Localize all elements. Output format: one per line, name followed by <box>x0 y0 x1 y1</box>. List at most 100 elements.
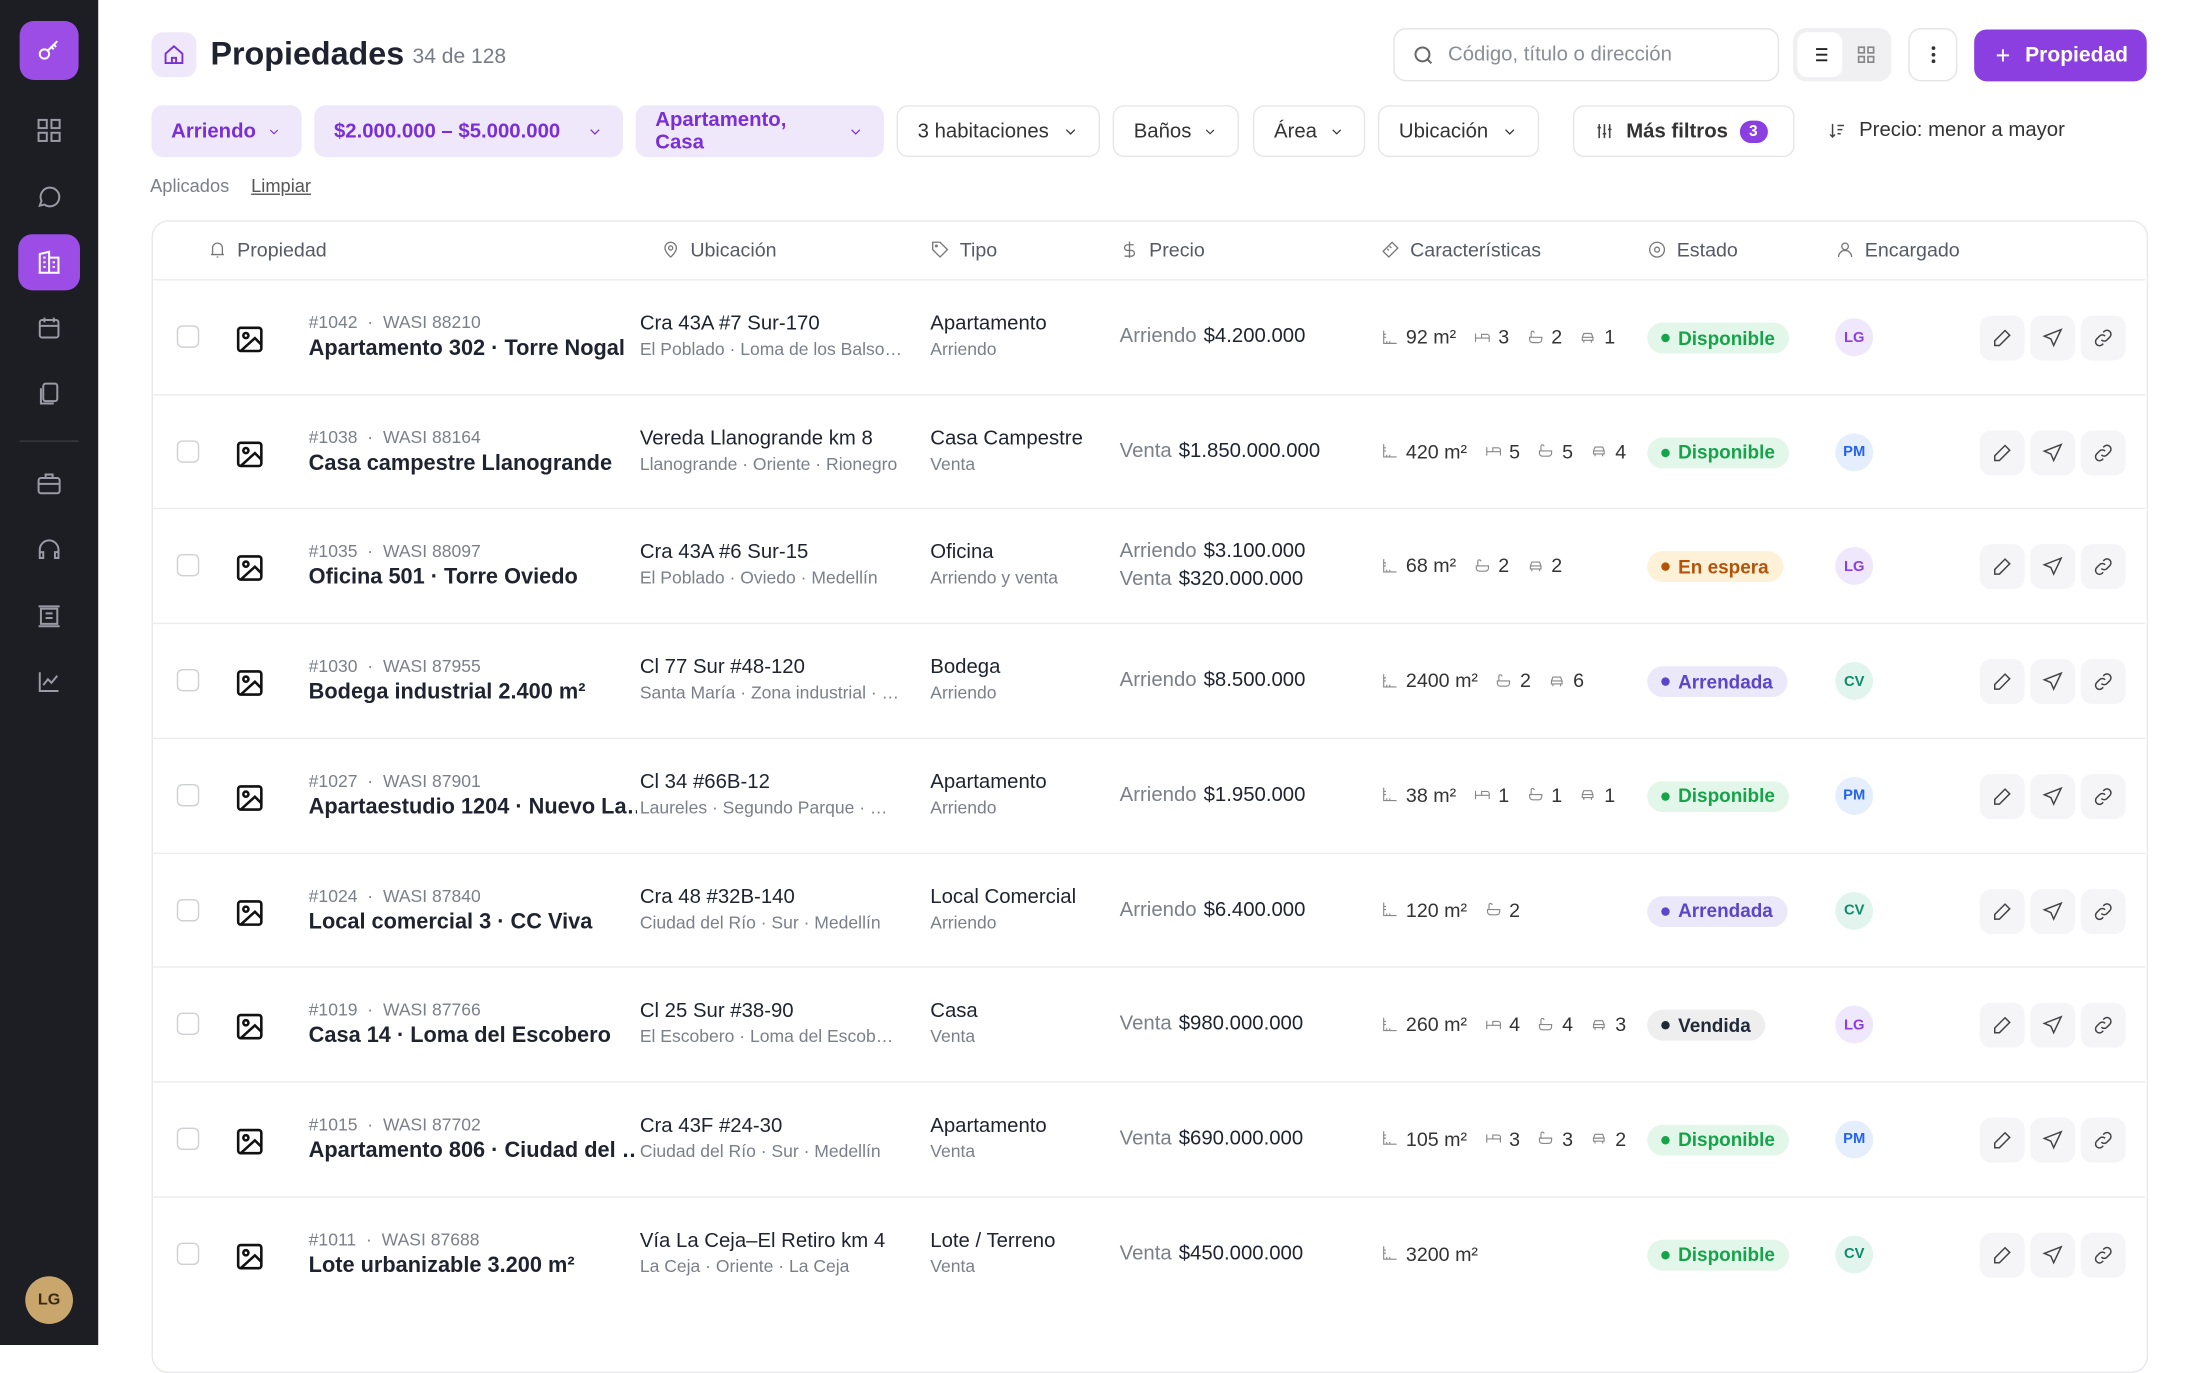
clear-filters[interactable]: Limpiar <box>251 175 311 197</box>
nav-dashboard[interactable] <box>18 102 80 158</box>
filter-chip[interactable]: Área <box>1252 105 1366 158</box>
feature-value: 260 m² <box>1405 1012 1468 1036</box>
price: Arriendo $8.500.000 <box>1120 669 1306 691</box>
row-checkbox[interactable] <box>176 898 200 921</box>
link-button[interactable] <box>2080 315 2126 361</box>
send-button[interactable] <box>2030 888 2076 934</box>
link-button[interactable] <box>2080 430 2126 476</box>
property-title: Oficina 501 · Torre Oviedo <box>308 565 578 590</box>
send-button[interactable] <box>2030 544 2076 590</box>
grid-view-button[interactable] <box>1844 32 1889 77</box>
row-checkbox[interactable] <box>176 1242 200 1265</box>
price: Arriendo $6.400.000 <box>1120 898 1306 920</box>
filter-chip[interactable]: Apartamento, Casa <box>635 105 884 158</box>
edit-button[interactable] <box>1979 888 2025 934</box>
status-badge: Disponible <box>1647 437 1789 468</box>
photo-placeholder <box>234 553 265 591</box>
row-checkbox[interactable] <box>176 325 200 348</box>
edit-button[interactable] <box>1979 544 2025 590</box>
separator: · <box>367 541 374 562</box>
separator: · <box>367 885 374 906</box>
nav-messages[interactable] <box>18 168 80 224</box>
agent-avatar[interactable]: PM <box>1835 1120 1874 1159</box>
feature-baths: 2 <box>1526 325 1562 348</box>
row-checkbox[interactable] <box>176 669 200 692</box>
baths-icon <box>1539 1132 1553 1145</box>
send-button[interactable] <box>2030 1232 2076 1278</box>
send-button[interactable] <box>2030 659 2076 705</box>
nav-calendar[interactable] <box>18 300 80 356</box>
send-button[interactable] <box>2030 430 2076 476</box>
search-box[interactable]: Código, título o dirección <box>1393 28 1780 82</box>
nav-briefcase[interactable] <box>18 456 80 512</box>
filter-chip[interactable]: Ubicación <box>1377 105 1540 158</box>
photo-placeholder <box>234 897 265 935</box>
link-button[interactable] <box>2080 888 2126 934</box>
send-button[interactable] <box>2030 315 2076 361</box>
edit-button[interactable] <box>1979 1232 2025 1278</box>
more-button[interactable] <box>1908 28 1958 82</box>
edit-button[interactable] <box>1979 773 2025 819</box>
add-property-button[interactable]: Propiedad <box>1974 29 2147 82</box>
action-icon <box>2094 444 2112 462</box>
sort-control[interactable]: Precio: menor a mayor <box>1827 119 2065 142</box>
edit-button[interactable] <box>1979 315 2025 361</box>
row-checkbox[interactable] <box>176 1127 200 1150</box>
nav-support[interactable] <box>18 522 80 578</box>
agent-avatar[interactable]: CV <box>1835 891 1874 930</box>
column-header: Encargado <box>1835 238 1960 261</box>
feature-value: 105 m² <box>1405 1127 1468 1150</box>
more-filters-button[interactable]: Más filtros 3 <box>1572 105 1795 158</box>
user-avatar[interactable]: LG <box>25 1276 73 1324</box>
agent-avatar[interactable]: PM <box>1835 432 1874 471</box>
filter-chip[interactable]: $2.000.000 – $5.000.000 <box>314 105 623 158</box>
nav-reports[interactable] <box>18 654 80 710</box>
link-button[interactable] <box>2080 659 2126 705</box>
property-type: Casa Campestre <box>930 427 1083 450</box>
link-button[interactable] <box>2080 1117 2126 1163</box>
agent-avatar[interactable]: CV <box>1835 662 1874 700</box>
agent-avatar[interactable]: CV <box>1835 1235 1874 1273</box>
agent-avatar[interactable]: LG <box>1835 318 1874 357</box>
list-view-button[interactable] <box>1797 32 1843 78</box>
row-checkbox[interactable] <box>176 439 200 463</box>
table-row: #1015 · WASI 87702 Apartamento 806 · Ciudad… <box>151 1081 2146 1197</box>
separator: · <box>367 1000 374 1020</box>
row-checkbox[interactable] <box>176 783 200 807</box>
row-checkbox[interactable] <box>176 554 200 577</box>
logo[interactable] <box>19 21 79 80</box>
features: 3200 m² <box>1381 1242 1495 1264</box>
edit-button[interactable] <box>1979 1117 2025 1163</box>
price-operation: Venta <box>1119 1127 1172 1150</box>
row-checkbox[interactable] <box>176 1012 200 1036</box>
nav-building[interactable] <box>18 588 80 644</box>
filter-chip[interactable]: Baños <box>1112 105 1239 158</box>
agent-avatar[interactable]: LG <box>1835 547 1874 586</box>
edit-button[interactable] <box>1979 1003 2025 1048</box>
link-button[interactable] <box>2080 1232 2126 1278</box>
nav-documents[interactable] <box>18 366 80 422</box>
price-amount: $320.000.000 <box>1178 568 1304 592</box>
column-icon <box>932 241 949 258</box>
property-codes: #1035 · WASI 88097 <box>309 542 481 562</box>
agent-avatar[interactable]: PM <box>1835 776 1874 815</box>
filter-chip[interactable]: 3 habitaciones <box>896 105 1101 158</box>
link-button[interactable] <box>2080 773 2126 819</box>
nav-properties[interactable] <box>18 234 80 291</box>
status-label: Arrendada <box>1678 671 1773 693</box>
status-label: Arrendada <box>1678 900 1773 922</box>
send-button[interactable] <box>2030 1003 2076 1048</box>
property-codes: #1030 · WASI 87955 <box>309 657 481 677</box>
filter-chip[interactable]: Arriendo <box>151 105 302 158</box>
property-code: #1019 <box>308 1000 358 1020</box>
link-button[interactable] <box>2080 1003 2126 1048</box>
price-operation: Arriendo <box>1119 540 1197 563</box>
agent-avatar[interactable]: LG <box>1835 1005 1874 1044</box>
feature-rooms: 5 <box>1484 440 1520 462</box>
edit-button[interactable] <box>1979 430 2025 476</box>
send-button[interactable] <box>2030 1117 2076 1163</box>
send-button[interactable] <box>2030 773 2076 819</box>
features: 92 m² 3 2 1 <box>1381 325 1632 348</box>
link-button[interactable] <box>2080 544 2126 590</box>
edit-button[interactable] <box>1979 659 2025 705</box>
